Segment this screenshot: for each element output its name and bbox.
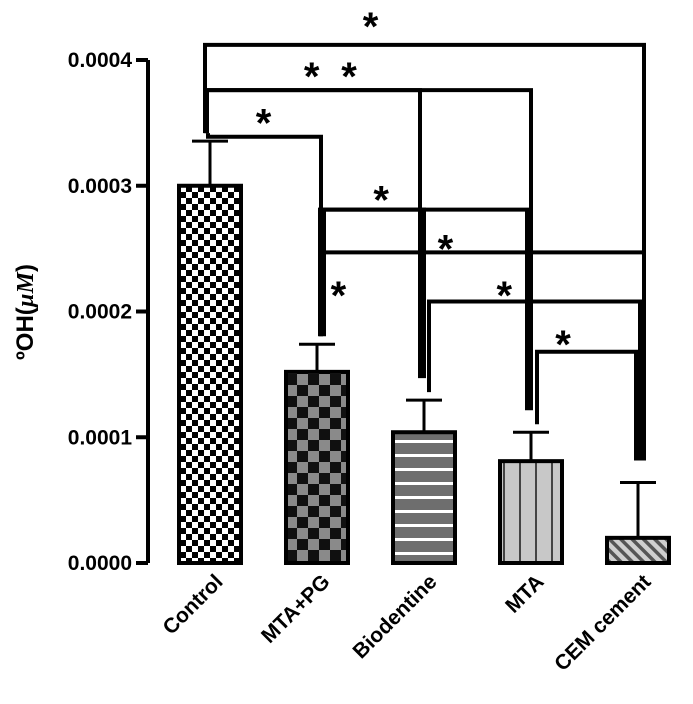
- significance-star: *: [256, 102, 272, 146]
- y-tick-label: 0.0000: [68, 552, 132, 575]
- y-tick-label: 0.0003: [68, 175, 132, 198]
- significance-bracket: [205, 88, 422, 379]
- significance-bracket: [535, 349, 638, 461]
- bar-cem-cement: [605, 535, 671, 565]
- bar-biodentine: [391, 430, 457, 565]
- significance-bracket: [319, 250, 646, 461]
- bar-control: [177, 183, 243, 565]
- x-category-label: MTA: [501, 570, 548, 617]
- x-category-label: MTA+PG: [257, 570, 334, 647]
- error-bars: [192, 139, 656, 538]
- bar-mta: [498, 459, 564, 565]
- significance-brackets: ******* **: [203, 5, 646, 461]
- y-tick-label: 0.0004: [68, 49, 133, 72]
- y-axis: 0.0000 0.0001 0.0002 0.0003 0.0004: [68, 49, 150, 575]
- significance-star: *: [331, 274, 347, 318]
- x-category-label: CEM cement: [550, 570, 655, 675]
- significance-star: *: [555, 323, 571, 367]
- x-category-label: Control: [158, 570, 227, 639]
- y-tick-label: 0.0002: [68, 301, 132, 324]
- y-tick-label: 0.0001: [68, 426, 133, 449]
- y-axis-title: ºOH(µM): [12, 264, 39, 360]
- x-axis-labels: Control MTA+PG Biodentine MTA CEM cement: [158, 570, 655, 675]
- significance-star: *: [341, 55, 357, 99]
- significance-star: *: [496, 274, 512, 318]
- significance-bracket: [427, 299, 642, 461]
- bar-mta-pg: [284, 369, 350, 565]
- x-category-label: Biodentine: [349, 570, 442, 663]
- significance-star: *: [304, 55, 320, 99]
- significance-star: *: [363, 5, 379, 49]
- significance-star: *: [438, 227, 454, 271]
- significance-star: *: [373, 178, 389, 222]
